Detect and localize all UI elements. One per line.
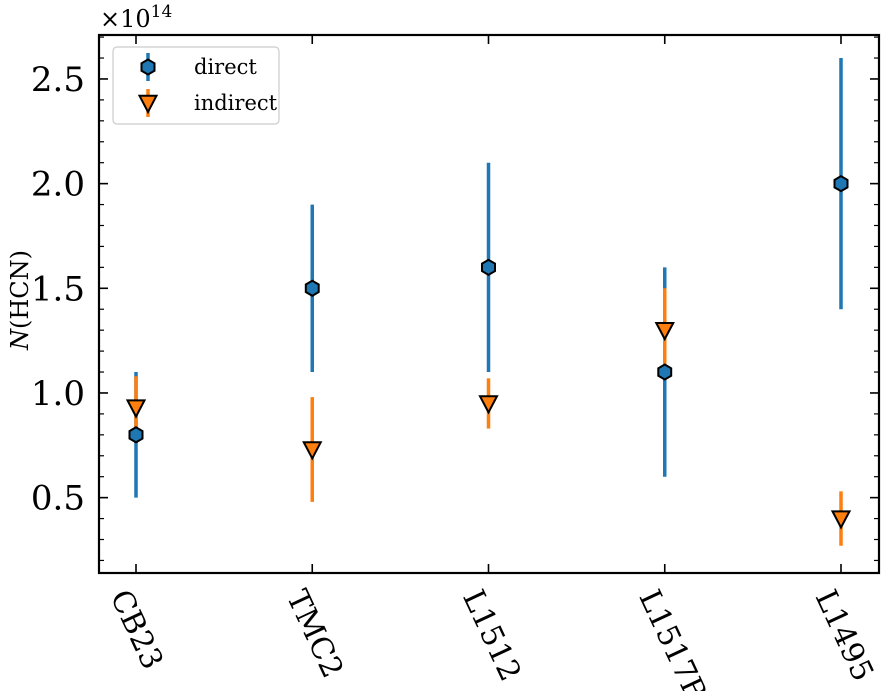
scale-factor-label: ×1014 [100,2,172,33]
y-tick-label: 2.0 [31,165,85,205]
legend-label-indirect: indirect [194,91,278,115]
ticks-layer [99,35,879,573]
y-tick-label: 0.5 [31,479,85,519]
point-indirect [654,321,675,342]
point-direct [481,258,496,277]
y-axis-label-rest: (HCN) [6,250,34,329]
y-tick-label: 1.0 [31,374,85,414]
point-direct [833,174,849,193]
y-axis-label-italic: N [6,328,34,351]
data-layer [125,58,852,546]
point-direct [128,426,144,444]
point-direct [657,363,673,381]
point-indirect [478,395,499,415]
y-tick-label: 2.5 [31,60,85,100]
y-axis-label: N(HCN) [6,250,34,351]
legend-label-direct: direct [194,55,257,79]
plot-frame [97,33,881,575]
scale-factor-base: ×10 [100,5,151,33]
scale-factor-exponent: 14 [151,2,173,22]
point-indirect [830,510,852,530]
point-indirect [125,399,147,419]
legend: direct indirect [112,46,280,125]
y-tick-label: 1.5 [31,269,85,309]
point-direct [304,279,320,297]
legend-marker-indirect [137,94,159,115]
point-indirect [302,441,323,461]
legend-marker-direct [140,58,156,76]
